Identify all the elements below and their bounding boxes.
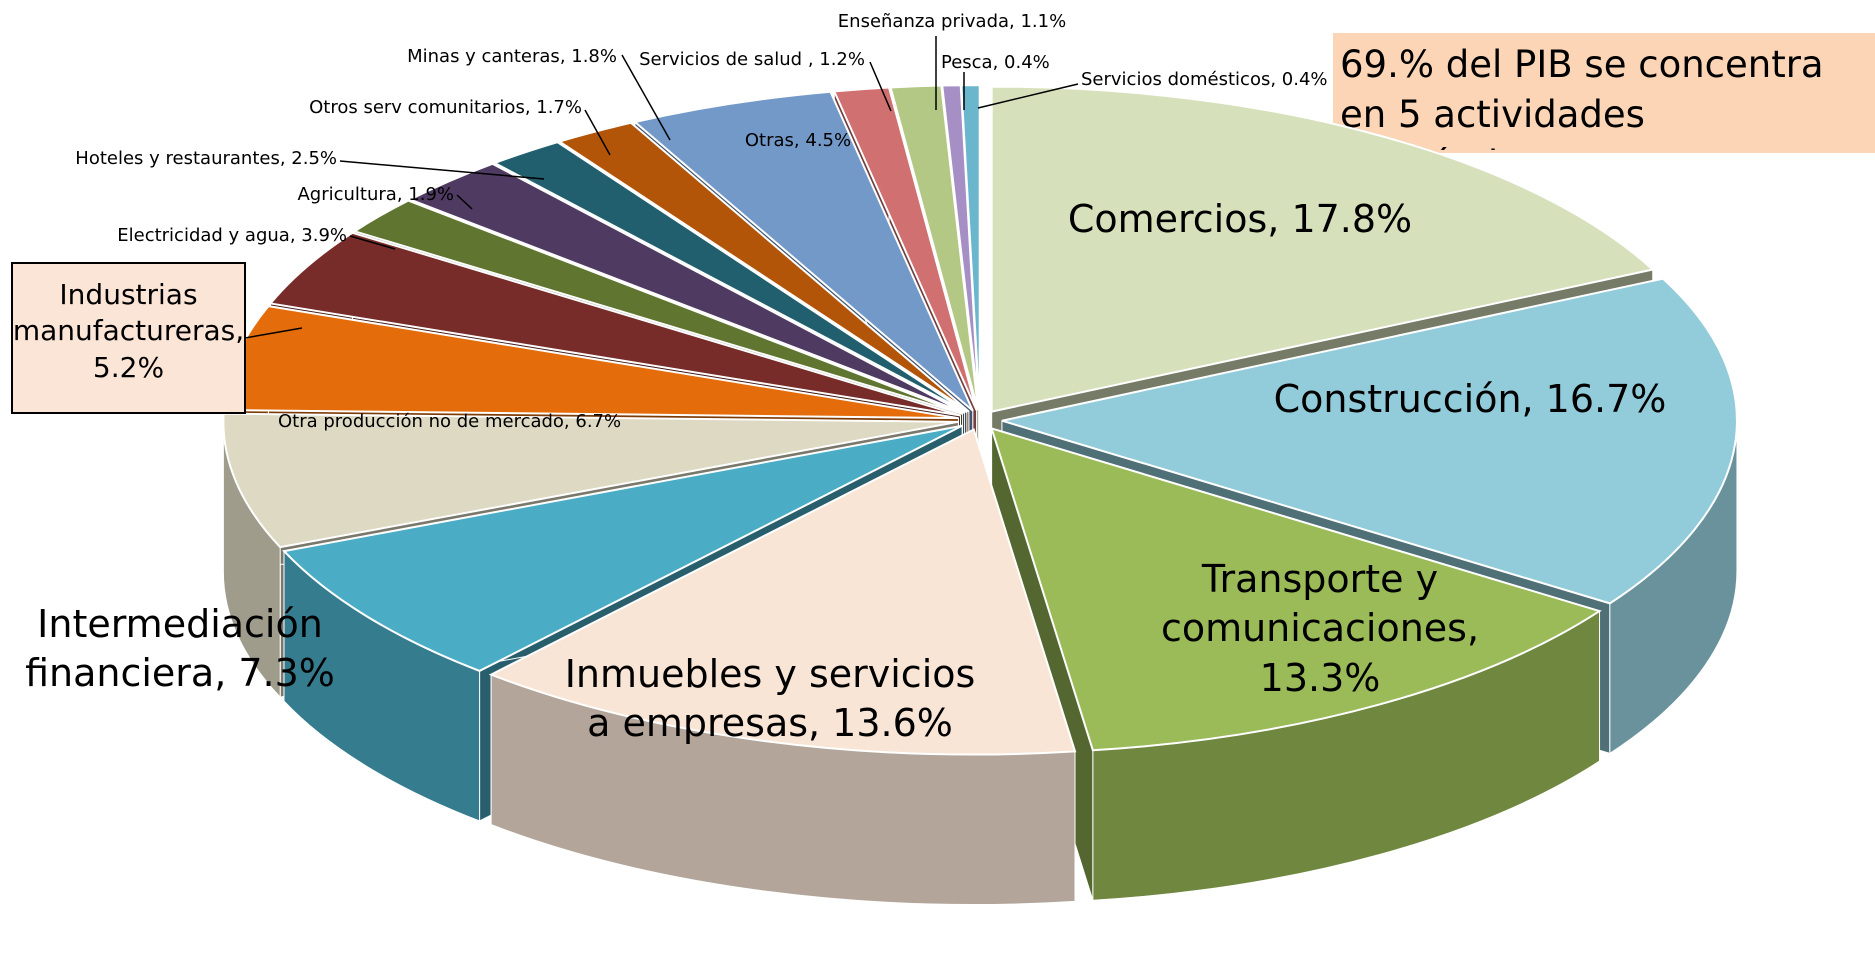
slice: [282, 424, 963, 673]
data-label: Inmuebles y servicios a empresas, 13.6%: [564, 652, 976, 746]
slice: [492, 141, 968, 413]
slice: [832, 86, 978, 411]
slice: [407, 162, 966, 414]
pie: [222, 84, 1738, 905]
label-wrap: Inmuebles y servicios a empresas, 13.6%: [564, 652, 976, 746]
leader-line: [349, 235, 396, 250]
data-label: Electricidad y agua, 3.9%: [117, 225, 347, 246]
annotation-box: [1333, 33, 1875, 153]
leader-line: [339, 160, 545, 180]
label-box: [11, 262, 246, 414]
slice: [557, 121, 970, 413]
label-wrap: Comercios, 17.8%: [1067, 197, 1413, 241]
slice: [1001, 277, 1738, 605]
slice: [222, 412, 959, 549]
slice: [352, 199, 963, 415]
leader-line: [977, 83, 1079, 109]
label-wrap: Industrias manufactureras, 5.2%: [12, 278, 245, 384]
label-wrap: Transporte y comunicaciones, 13.3%: [1160, 557, 1480, 695]
slice: [268, 231, 961, 417]
data-label: Pesca, 0.4%: [941, 52, 1050, 73]
data-label: Transporte y comunicaciones, 13.3%: [1160, 557, 1480, 695]
slice: [990, 426, 1602, 752]
data-label: Servicios domésticos, 0.4%: [1081, 69, 1328, 90]
slice: [889, 84, 980, 411]
slice: [632, 90, 974, 412]
label-wrap: Construcción, 16.7%: [1273, 377, 1667, 421]
data-label: Intermediación financiera, 7.3%: [25, 602, 335, 696]
leader-line: [456, 194, 473, 210]
data-label: Comercios, 17.8%: [1067, 197, 1413, 241]
data-label: Otros serv comunitarios, 1.7%: [309, 97, 582, 118]
leader-line: [244, 327, 303, 339]
data-label: Minas y canteras, 1.8%: [407, 46, 617, 67]
leader-line: [869, 61, 892, 112]
slice-group: [488, 428, 1077, 905]
slice: [990, 85, 1655, 413]
label-wrap: Intermediación financiera, 7.3%: [25, 602, 335, 696]
data-label: Hoteles y restaurantes, 2.5%: [75, 148, 337, 169]
leader-line: [621, 54, 671, 141]
data-label: Otra producción no de mercado, 6.7%: [278, 411, 621, 432]
data-label: Servicios de salud , 1.2%: [639, 49, 865, 70]
annotation-wrap: 69.% del PIB se concentra en 5 actividad…: [1340, 43, 1824, 150]
data-label: Agricultura, 1.9%: [297, 184, 454, 205]
leader-line: [584, 109, 611, 156]
data-label: Construcción, 16.7%: [1273, 377, 1667, 421]
data-label: Otras, 4.5%: [745, 130, 851, 151]
data-label: Enseñanza privada, 1.1%: [838, 11, 1066, 32]
annotation: 69.% del PIB se concentra en 5 actividad…: [1340, 43, 1824, 150]
slice: [488, 428, 1077, 756]
slice: [941, 84, 981, 411]
data-label: Industrias manufactureras, 5.2%: [12, 278, 245, 384]
